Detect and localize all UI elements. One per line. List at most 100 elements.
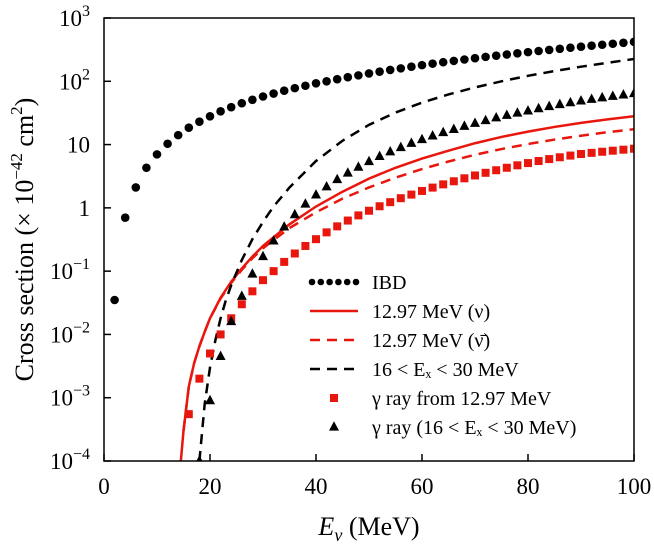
series-1-point: [269, 89, 278, 98]
legend-swatch: [326, 278, 333, 286]
series-6-point: [406, 137, 417, 147]
y-axis-exp2: 2: [7, 106, 26, 115]
series-3: [182, 127, 634, 431]
series-5-point: [577, 149, 585, 158]
series-4: [198, 57, 634, 461]
series-1-point: [438, 57, 448, 67]
plot-frame: [103, 17, 635, 462]
series-1-point: [502, 50, 512, 59]
series-1-point: [322, 76, 331, 86]
series-5-point: [555, 153, 564, 162]
legend-item-3: 12.97 MeV (ν̄): [310, 330, 490, 352]
series-1-point: [163, 139, 172, 149]
series-5-point: [502, 163, 511, 172]
series-1-point: [142, 163, 151, 173]
legend-item-1: IBD: [308, 272, 406, 294]
series-5-point: [524, 159, 532, 168]
legend-swatch: [330, 394, 338, 402]
series-6-point: [501, 109, 512, 119]
series-5-point: [534, 157, 543, 166]
legend-item-2: 12.97 MeV (ν): [310, 301, 490, 323]
series-5-point: [407, 190, 416, 199]
legend-label: IBD: [372, 272, 406, 294]
x-axis-unit: (MeV): [342, 512, 419, 541]
series-6-point: [395, 141, 406, 152]
series-1-point: [173, 130, 183, 140]
legend-label: 12.97 MeV (ν̄): [372, 330, 490, 352]
series-6-point: [374, 150, 385, 161]
series-1-point: [619, 38, 628, 48]
series-5-point: [598, 147, 607, 156]
series-1-point: [407, 62, 416, 72]
legend-label: γ ray (16 < Eₓ < 30 MeV): [371, 417, 576, 439]
series-5-point: [354, 211, 363, 220]
series-5-point: [619, 145, 628, 154]
legend-item-6: γ ray (16 < Eₓ < 30 MeV): [329, 417, 576, 439]
series-1-point: [237, 98, 247, 108]
series-5-point: [248, 287, 257, 296]
series-6-point: [576, 95, 586, 105]
series-5-point: [449, 177, 458, 186]
series-6-point: [459, 120, 470, 130]
x-axis-var: E: [317, 512, 334, 541]
axis-ticks: 0 20 40 60 80 100 10−4 10−3 10−2 10−1 1 10 102 103: [50, 3, 651, 499]
series-6-point: [196, 455, 203, 461]
series-5-point: [184, 410, 193, 419]
series-5-point: [269, 267, 278, 276]
y-tick-label: 10−3: [50, 383, 90, 411]
y-axis-post: ): [10, 98, 39, 107]
series-5-point: [259, 276, 267, 285]
series-5-point: [566, 151, 575, 160]
series-1-point: [470, 53, 480, 63]
y-tick-label: 10−1: [50, 256, 90, 284]
series-1-point: [396, 64, 406, 73]
series-5-point: [312, 235, 320, 244]
series-5-point: [428, 183, 437, 192]
series-1-point: [354, 71, 363, 80]
series-5-point: [608, 146, 617, 155]
series-6-point: [607, 90, 618, 100]
series-1-point: [608, 39, 618, 49]
series-5-point: [375, 202, 384, 211]
series-6-point: [533, 102, 544, 113]
series-5-point: [216, 330, 225, 339]
series-6-point: [427, 130, 438, 140]
series-5-point: [343, 216, 352, 225]
series-5-point: [386, 198, 395, 207]
series-6-point: [480, 114, 491, 125]
y-tick-label: 1: [79, 196, 91, 221]
series-5-point: [587, 148, 596, 157]
series-3-line: [182, 127, 634, 431]
legend-swatch: [343, 278, 351, 286]
y-axis-exp: −42: [7, 153, 26, 180]
series-5-point: [492, 166, 501, 175]
series-1-point: [332, 74, 342, 84]
series-5-point: [513, 161, 522, 170]
series-6-point: [332, 173, 343, 184]
series-5-point: [195, 374, 204, 383]
legend-label: 12.97 MeV (ν): [372, 301, 490, 323]
legend-swatch: [308, 278, 316, 286]
series-5-point: [206, 349, 214, 358]
x-axis-title: Eν (MeV): [317, 512, 419, 545]
series-5-point: [333, 222, 342, 231]
x-tick-label: 60: [411, 474, 434, 499]
legend-swatch: [352, 278, 360, 286]
x-tick-label: 0: [98, 474, 110, 499]
y-tick-label: 103: [59, 3, 90, 31]
series-1-point: [576, 42, 586, 51]
series-5-point: [630, 144, 634, 153]
series-6-point: [205, 394, 215, 405]
series-6-point: [311, 189, 321, 199]
series-1-point: [597, 40, 607, 50]
series-1-point: [417, 60, 427, 70]
x-tick-label: 40: [305, 474, 328, 499]
y-tick-label: 10: [67, 133, 90, 158]
series-1-point: [460, 55, 469, 64]
series-6-point: [544, 100, 555, 111]
series-6-point: [236, 290, 247, 300]
legend-swatch: [329, 421, 339, 431]
series-6-point: [215, 350, 226, 360]
series-6-point: [438, 126, 449, 137]
